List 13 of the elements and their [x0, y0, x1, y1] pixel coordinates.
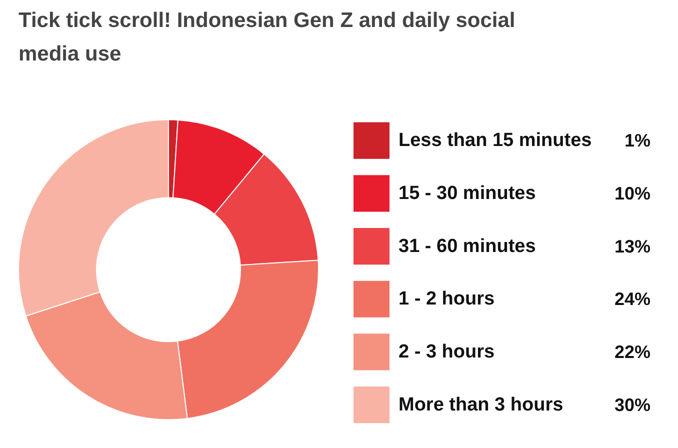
data-label: 10%	[614, 183, 651, 204]
data-label: 24%	[614, 289, 651, 310]
legend-label: 31 - 60 minutes	[398, 236, 536, 257]
data-label: 30%	[614, 394, 651, 415]
legend-label: Less than 15 minutes	[398, 130, 592, 152]
data-label: 22%	[614, 342, 651, 362]
legend-label: 15 - 30 minutes	[398, 182, 536, 204]
data-label: 13%	[614, 236, 651, 256]
legend-label: 2 - 3 hours	[398, 341, 495, 362]
chart-title: Tick tick scroll! Indonesian Gen Z and daily social media use	[18, 9, 516, 66]
legend-label: More than 3 hours	[398, 394, 564, 416]
legend-label: 1 - 2 hours	[398, 288, 495, 310]
data-label: 1%	[624, 130, 650, 151]
